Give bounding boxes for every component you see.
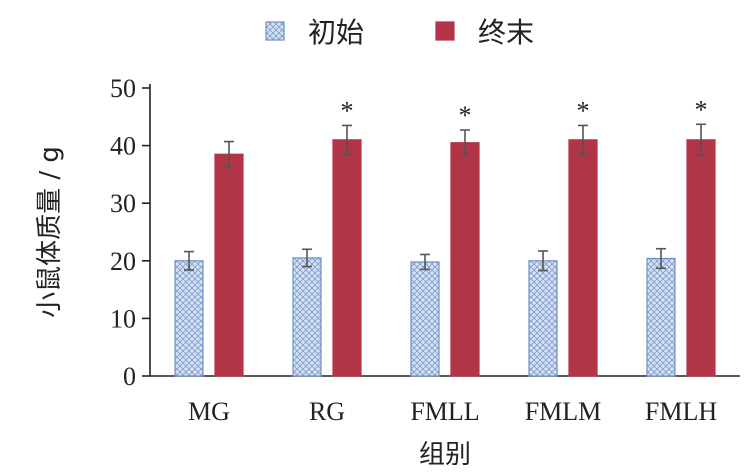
y-tick-label: 0 xyxy=(123,362,136,391)
bar-final-fmlm xyxy=(568,139,598,377)
y-tick-label: 20 xyxy=(110,247,136,276)
y-tick-label: 30 xyxy=(110,189,136,218)
bar-initial-mg xyxy=(174,260,204,377)
legend: 初始 终末 xyxy=(265,16,534,49)
legend-swatch xyxy=(435,21,455,41)
y-tick-label: 10 xyxy=(110,304,136,333)
x-tick-label: MG xyxy=(188,397,230,426)
significance-marker: * xyxy=(341,96,354,125)
bar-final-mg xyxy=(214,153,244,377)
axis-titles: 组别 小鼠体质量 / g xyxy=(35,146,471,470)
significance-marker: * xyxy=(577,96,590,125)
bar-initial-fmlm xyxy=(528,260,558,377)
significance-marker: * xyxy=(459,101,472,130)
x-tick-label: RG xyxy=(309,397,345,426)
y-axis-title: 小鼠体质量 / g xyxy=(35,146,65,318)
x-tick-label: FMLM xyxy=(525,397,602,426)
x-tick-label: FMLH xyxy=(645,397,717,426)
bar-initial-fmll xyxy=(410,261,440,377)
significance-marker: * xyxy=(695,95,708,124)
bar-final-rg xyxy=(332,139,362,377)
x-axis: MG RG FMLL FMLM FMLH xyxy=(150,375,740,426)
bars: * * * * xyxy=(174,95,716,377)
bar-final-fmll xyxy=(450,142,480,377)
legend-label: 终末 xyxy=(478,16,534,49)
legend-swatch xyxy=(265,21,285,41)
x-tick-label: FMLL xyxy=(410,397,479,426)
x-axis-title: 组别 xyxy=(419,440,471,470)
legend-label: 初始 xyxy=(308,16,364,49)
bar-initial-fmlh xyxy=(646,257,676,377)
y-tick-label: 50 xyxy=(110,74,136,103)
y-tick-label: 40 xyxy=(110,132,136,161)
bar-final-fmlh xyxy=(686,139,716,377)
bar-initial-rg xyxy=(292,257,322,377)
y-axis: 0 10 20 30 40 50 xyxy=(110,74,151,391)
